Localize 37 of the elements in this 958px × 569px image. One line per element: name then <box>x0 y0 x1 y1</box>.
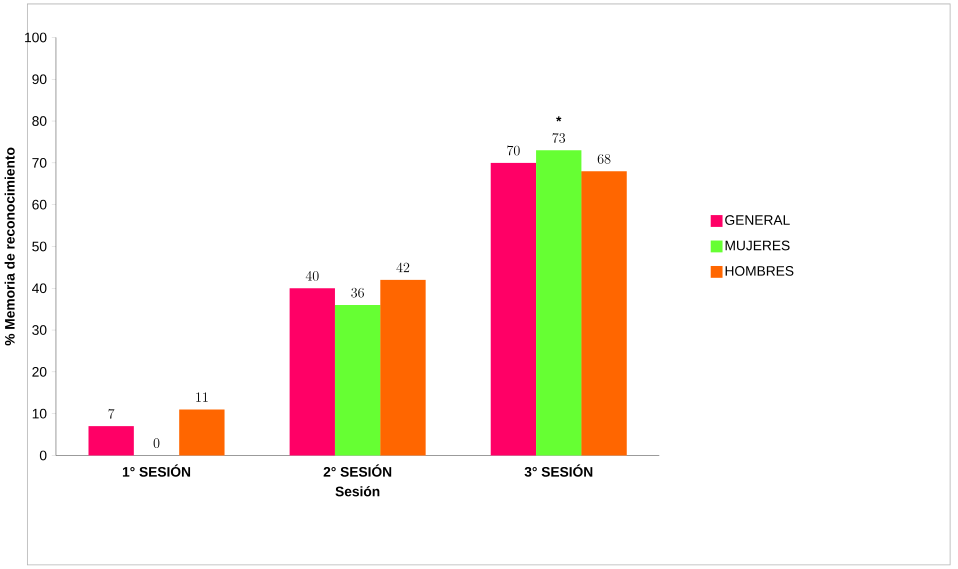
x-axis-title: Sesión <box>335 486 380 496</box>
y-tick-label: 20 <box>32 367 46 377</box>
legend-label: GENERAL <box>725 215 790 225</box>
data-label: 40 <box>306 271 319 281</box>
y-tick-label: 10 <box>32 408 46 419</box>
y-tick-label: 100 <box>25 32 46 42</box>
annotation: * <box>556 116 562 122</box>
x-tick-label: 2° SESIÓN <box>324 464 392 477</box>
bar <box>536 150 582 456</box>
x-tick-label: 3° SESIÓN <box>524 464 592 477</box>
bar <box>290 288 335 456</box>
y-tick-label: 90 <box>32 74 46 84</box>
x-tick-label: 1° SESIÓN <box>122 464 190 477</box>
y-tick-label: 80 <box>32 116 46 126</box>
data-label: 42 <box>396 262 410 272</box>
legend-label: MUJERES <box>726 240 790 250</box>
data-label: 70 <box>507 146 520 156</box>
y-tick-label: 30 <box>32 325 46 336</box>
data-label: 11 <box>196 392 208 402</box>
y-axis-title: % Memoria de reconocimiento <box>4 148 15 346</box>
y-tick-label: 60 <box>32 200 46 210</box>
data-label: 36 <box>351 288 364 298</box>
data-label: 73 <box>552 133 566 143</box>
bar <box>380 280 426 456</box>
data-label: 0 <box>154 438 160 448</box>
legend-label: HOMBRES <box>726 266 794 276</box>
bar <box>88 426 134 456</box>
y-tick-label: 40 <box>32 283 46 294</box>
y-tick-label: 0 <box>40 450 46 460</box>
data-label: 68 <box>598 154 610 164</box>
bar <box>179 410 225 456</box>
bar <box>334 305 380 456</box>
data-label: 7 <box>108 408 114 419</box>
bar <box>581 171 627 456</box>
y-tick-label: 50 <box>32 242 46 252</box>
bar <box>490 162 536 456</box>
y-tick-label: 70 <box>32 158 46 168</box>
